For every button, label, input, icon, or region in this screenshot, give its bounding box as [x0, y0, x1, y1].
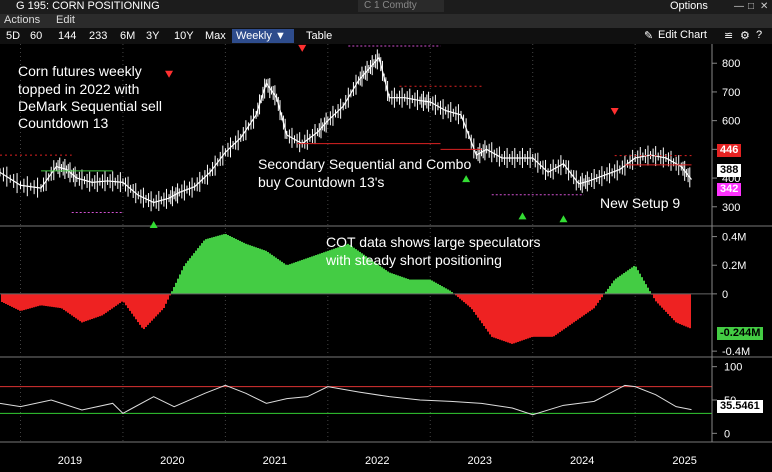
osc-tick-label: 100: [724, 362, 742, 374]
red-level-badge: 446: [717, 144, 742, 157]
period-5d-button[interactable]: 5D: [6, 30, 21, 42]
period-144-button[interactable]: 144: [58, 30, 77, 42]
maximize-icon[interactable]: □: [748, 1, 755, 12]
period-233-button[interactable]: 233: [89, 30, 108, 42]
period-60-button[interactable]: 60: [30, 30, 43, 42]
options-menu[interactable]: Options: [670, 0, 708, 12]
buy-arrow-icon: [559, 215, 568, 223]
sell-arrow-icon: [165, 70, 174, 78]
edit-menu[interactable]: Edit: [56, 14, 75, 26]
cot-tick-label: 0.4M: [722, 232, 746, 244]
minimize-icon[interactable]: —: [734, 1, 744, 12]
edit-chart-button[interactable]: Edit Chart: [658, 29, 707, 41]
chevron-down-icon: ▼: [274, 30, 286, 42]
year-tick-label: 2025: [672, 455, 696, 467]
price-tick-label: 600: [722, 116, 740, 128]
trendline-icon[interactable]: ≌: [724, 30, 734, 42]
ticker-field[interactable]: C 1 Comdty: [358, 0, 444, 12]
frequency-dropdown[interactable]: Weekly ▼: [232, 29, 294, 43]
sell-arrow-icon: [610, 108, 619, 116]
note-cot-line2: with steady short positioning: [325, 252, 502, 268]
price-line: [0, 56, 692, 204]
buy-arrow-icon: [462, 175, 471, 183]
osc-last-badge: 35.5461: [717, 400, 763, 413]
buy-arrow-icon: [149, 221, 158, 228]
oscillator-line: [0, 384, 692, 416]
year-tick-label: 2023: [467, 455, 491, 467]
note-setup9: New Setup 9: [600, 195, 680, 211]
osc-tick-label: 0: [724, 428, 730, 440]
period-6m-button[interactable]: 6M: [120, 30, 136, 42]
note-topped-line2: topped in 2022 with: [18, 81, 139, 97]
oscillator-panel: [0, 384, 712, 416]
year-tick-label: 2024: [570, 455, 594, 467]
note-cot-line1: COT data shows large speculators: [326, 234, 541, 250]
period-max-button[interactable]: Max: [205, 30, 226, 42]
year-tick-label: 2022: [365, 455, 389, 467]
cot-tick-label: -0.4M: [722, 346, 750, 358]
window-title: G 195: CORN POSITIONING: [16, 0, 160, 12]
year-tick-label: 2021: [263, 455, 287, 467]
note-topped-line3: DeMark Sequential sell: [18, 98, 162, 114]
price-panel: [0, 44, 692, 228]
last-price-badge: 388: [717, 164, 742, 177]
year-tick-label: 2019: [58, 455, 82, 467]
cot-tick-label: 0.2M: [722, 260, 746, 272]
frequency-label: Weekly: [236, 30, 272, 42]
cot-last-badge: -0.244M: [717, 327, 764, 340]
sell-arrow-icon: [298, 44, 307, 52]
grid-lines: [0, 44, 772, 443]
title-bar: G 195: CORN POSITIONING C 1 Comdty Optio…: [0, 0, 772, 14]
price-tick-label: 800: [722, 58, 740, 70]
cot-tick-label: 0: [722, 289, 728, 301]
price-tick-label: 700: [722, 87, 740, 99]
menu-bar: Actions Edit: [0, 14, 772, 28]
note-countdown-line2: buy Countdown 13's: [258, 174, 384, 190]
buy-arrow-icon: [518, 212, 527, 220]
help-icon[interactable]: ?: [756, 29, 763, 41]
toolbar: 5D 60 144 233 6M 3Y 10Y Max Weekly ▼ Tab…: [0, 28, 772, 44]
pencil-icon[interactable]: ✎: [644, 30, 654, 42]
period-10y-button[interactable]: 10Y: [174, 30, 194, 42]
cot-panel: [0, 234, 712, 344]
period-3y-button[interactable]: 3Y: [146, 30, 160, 42]
price-tick-label: 300: [722, 202, 740, 214]
chart-area: 2019202020212022202320242025300400500600…: [0, 44, 772, 467]
note-topped-line4: Countdown 13: [18, 115, 109, 131]
magenta-level-badge: 342: [717, 183, 742, 196]
note-topped-line1: Corn futures weekly: [18, 63, 142, 79]
settings-gear-icon[interactable]: ⚙: [740, 30, 750, 42]
close-icon[interactable]: ✕: [760, 1, 769, 12]
actions-menu[interactable]: Actions: [4, 14, 41, 26]
year-tick-label: 2020: [160, 455, 184, 467]
note-countdown-line1: Secondary Sequential and Combo: [258, 156, 471, 172]
table-button[interactable]: Table: [306, 30, 333, 42]
